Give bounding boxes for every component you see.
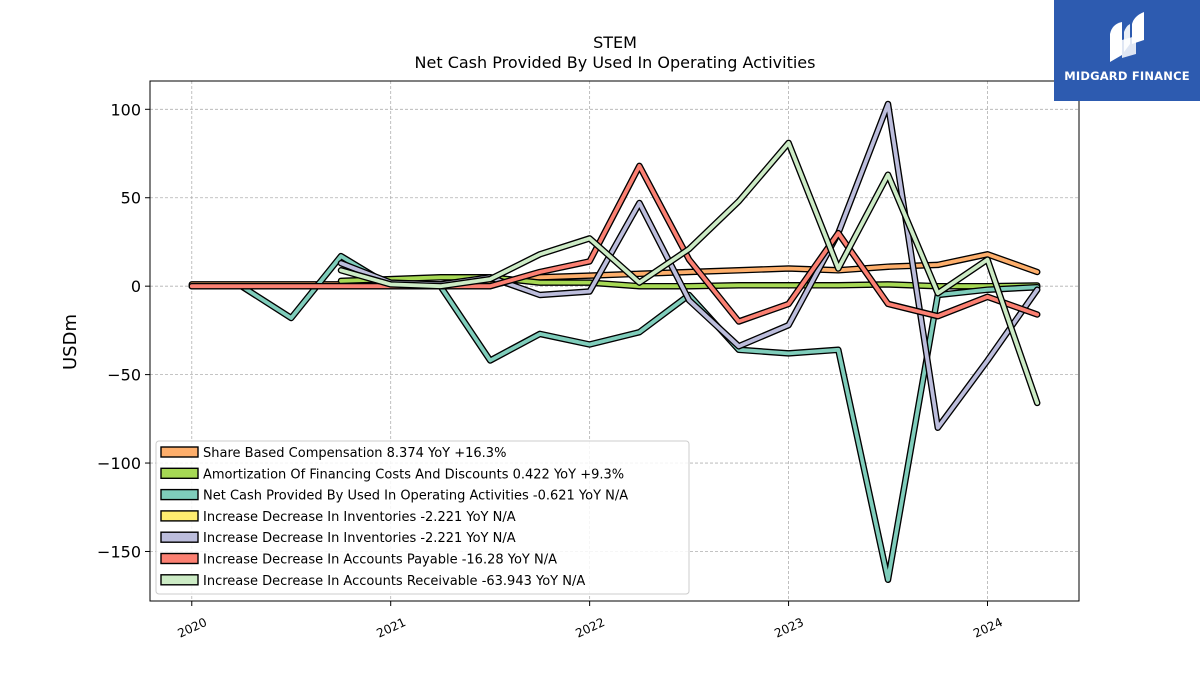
- legend-swatch-2: [160, 488, 199, 501]
- legend-box: [155, 440, 690, 595]
- y-tick-label: 50: [121, 189, 141, 208]
- legend-swatch-4: [160, 531, 199, 543]
- y-tick-label: −150: [97, 542, 141, 561]
- brand-name: MIDGARD FINANCE: [1064, 69, 1190, 83]
- legend-swatch-5: [160, 552, 199, 565]
- legend-label-4: Increase Decrease In Inventories -2.221 …: [203, 531, 516, 546]
- legend-swatch-6: [160, 574, 199, 586]
- chart-subtitle: Net Cash Provided By Used In Operating A…: [415, 53, 816, 72]
- series-layer: [188, 100, 1041, 584]
- legend-label-2: Net Cash Provided By Used In Operating A…: [203, 489, 628, 504]
- legend-label-6: Increase Decrease In Accounts Receivable…: [203, 574, 585, 589]
- brand-mark-icon: [1110, 12, 1144, 62]
- series-line-6: [339, 141, 1040, 405]
- y-axis-label: USDm: [60, 314, 81, 370]
- y-tick-label: −100: [97, 454, 141, 473]
- brand-logo: MIDGARD FINANCE: [1054, 0, 1200, 101]
- y-tick-label: 0: [131, 277, 141, 296]
- series-line-1: [339, 275, 1040, 289]
- legend-label-1: Amortization Of Financing Costs And Disc…: [203, 467, 624, 482]
- legend-swatch-3: [160, 510, 199, 522]
- grid: [150, 81, 1079, 601]
- legend-label-0: Share Based Compensation 8.374 YoY +16.3…: [203, 446, 506, 461]
- y-tick-label: 100: [110, 100, 141, 119]
- series-line-2: [189, 254, 1040, 582]
- legend-label-3: Increase Decrease In Inventories -2.221 …: [203, 510, 516, 525]
- y-tick-label: −50: [107, 366, 141, 385]
- plot-frame: [149, 80, 1080, 602]
- series-line-5: [189, 164, 1040, 324]
- legend-swatch-0: [160, 446, 199, 458]
- chart-title: STEM: [593, 33, 637, 52]
- legend-label-5: Increase Decrease In Accounts Payable -1…: [203, 553, 557, 568]
- legend-swatch-1: [160, 467, 199, 479]
- legend: Share Based Compensation 8.374 YoY +16.3…: [155, 440, 690, 595]
